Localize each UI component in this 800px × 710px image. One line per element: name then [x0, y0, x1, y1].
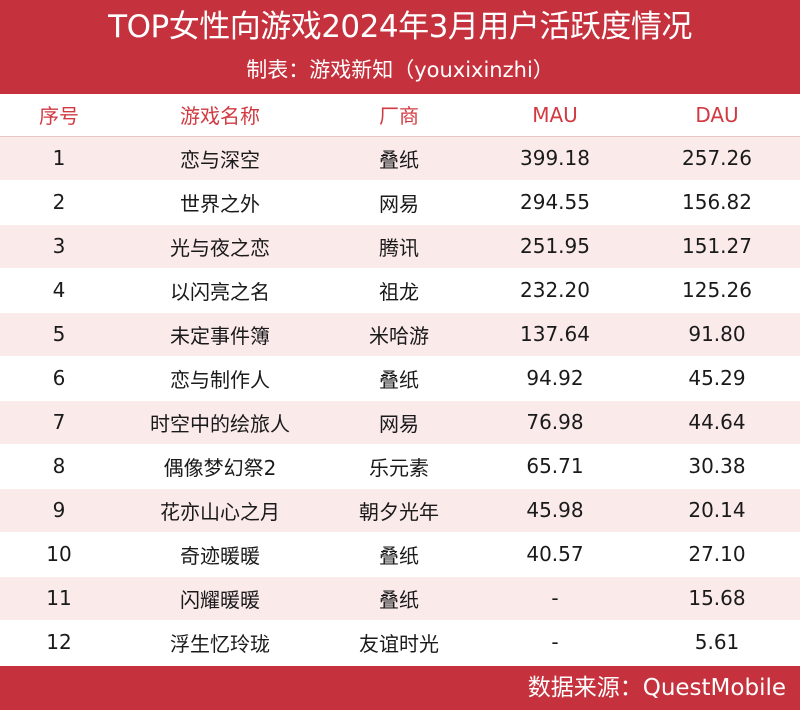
rank-cell: 1: [0, 136, 118, 181]
publisher-cell: 祖龙: [322, 268, 476, 313]
table-row: 1 恋与深空 叠纸 399.18 257.26: [0, 136, 800, 181]
table-row: 8 偶像梦幻祭2 乐元素 65.71 30.38: [0, 444, 800, 489]
game-name-cell: 未定事件簿: [118, 312, 322, 357]
rank-cell: 9: [0, 488, 118, 533]
publisher-cell: 叠纸: [322, 136, 476, 181]
publisher-cell: 朝夕光年: [322, 488, 476, 533]
publisher-cell: 叠纸: [322, 356, 476, 401]
game-name-cell: 以闪亮之名: [118, 268, 322, 313]
page-subtitle: 制表：游戏新知（youxixinzhi）: [246, 58, 554, 82]
table-row: 2 世界之外 网易 294.55 156.82: [0, 180, 800, 225]
rank-cell: 10: [0, 532, 118, 577]
mau-cell: 294.55: [476, 180, 634, 225]
table-row: 6 恋与制作人 叠纸 94.92 45.29: [0, 356, 800, 401]
rank-cell: 12: [0, 620, 118, 665]
game-name-cell: 浮生忆玲珑: [118, 620, 322, 665]
publisher-cell: 网易: [322, 400, 476, 445]
game-name-cell: 花亦山心之月: [118, 488, 322, 533]
table-row: 5 未定事件簿 米哈游 137.64 91.80: [0, 312, 800, 357]
mau-cell: 232.20: [476, 268, 634, 313]
publisher-cell: 网易: [322, 180, 476, 225]
table-header-row: 序号 游戏名称 厂商 MAU DAU: [0, 94, 800, 137]
dau-cell: 151.27: [634, 224, 800, 269]
publisher-cell: 米哈游: [322, 312, 476, 357]
column-header-game-name: 游戏名称: [118, 94, 322, 137]
table-row: 3 光与夜之恋 腾讯 251.95 151.27: [0, 224, 800, 269]
footer-banner: 数据来源：QuestMobile: [0, 666, 800, 710]
dau-cell: 45.29: [634, 356, 800, 401]
rank-cell: 2: [0, 180, 118, 225]
mau-cell: 40.57: [476, 532, 634, 577]
mau-cell: 76.98: [476, 400, 634, 445]
game-name-cell: 闪耀暖暖: [118, 576, 322, 621]
table-row: 4 以闪亮之名 祖龙 232.20 125.26: [0, 268, 800, 313]
game-name-cell: 恋与深空: [118, 136, 322, 181]
dau-cell: 5.61: [634, 620, 800, 665]
table-body: 1 恋与深空 叠纸 399.18 257.26 2 世界之外 网易 294.55 156.82 3 光…: [0, 136, 800, 665]
game-name-cell: 恋与制作人: [118, 356, 322, 401]
dau-cell: 91.80: [634, 312, 800, 357]
game-name-cell: 偶像梦幻祭2: [118, 444, 322, 489]
mau-cell: 137.64: [476, 312, 634, 357]
data-source: 数据来源：QuestMobile: [527, 675, 786, 701]
rank-cell: 5: [0, 312, 118, 357]
rank-cell: 11: [0, 576, 118, 621]
table-row: 7 时空中的绘旅人 网易 76.98 44.64: [0, 400, 800, 445]
dau-cell: 156.82: [634, 180, 800, 225]
publisher-cell: 腾讯: [322, 224, 476, 269]
mau-cell: 251.95: [476, 224, 634, 269]
mau-cell: -: [476, 576, 634, 621]
publisher-cell: 叠纸: [322, 576, 476, 621]
dau-cell: 44.64: [634, 400, 800, 445]
publisher-cell: 叠纸: [322, 532, 476, 577]
rank-cell: 8: [0, 444, 118, 489]
ranking-table: 序号 游戏名称 厂商 MAU DAU 1 恋与深空 叠纸 399.18 257.26 2 世界之外网…: [0, 94, 800, 665]
rank-cell: 7: [0, 400, 118, 445]
mau-cell: -: [476, 620, 634, 665]
column-header-publisher: 厂商: [322, 94, 476, 137]
mau-cell: 94.92: [476, 356, 634, 401]
mau-cell: 65.71: [476, 444, 634, 489]
table-row: 10 奇迹暖暖 叠纸 40.57 27.10: [0, 532, 800, 577]
dau-cell: 20.14: [634, 488, 800, 533]
publisher-cell: 友谊时光: [322, 620, 476, 665]
rank-cell: 6: [0, 356, 118, 401]
game-name-cell: 时空中的绘旅人: [118, 400, 322, 445]
game-name-cell: 光与夜之恋: [118, 224, 322, 269]
column-header-mau: MAU: [476, 94, 634, 137]
page-title: TOP女性向游戏2024年3月用户活跃度情况: [108, 9, 692, 45]
rank-cell: 3: [0, 224, 118, 269]
dau-cell: 15.68: [634, 576, 800, 621]
dau-cell: 30.38: [634, 444, 800, 489]
column-header-dau: DAU: [634, 94, 800, 137]
dau-cell: 257.26: [634, 136, 800, 181]
game-name-cell: 奇迹暖暖: [118, 532, 322, 577]
publisher-cell: 乐元素: [322, 444, 476, 489]
table-row: 9 花亦山心之月 朝夕光年 45.98 20.14: [0, 488, 800, 533]
table-row: 12 浮生忆玲珑 友谊时光 -5.61: [0, 620, 800, 665]
header-banner: TOP女性向游戏2024年3月用户活跃度情况 制表：游戏新知（youxixinz…: [0, 0, 800, 94]
table-row: 11 闪耀暖暖 叠纸 -15.68: [0, 576, 800, 621]
dau-cell: 27.10: [634, 532, 800, 577]
mau-cell: 45.98: [476, 488, 634, 533]
column-header-index: 序号: [0, 94, 118, 137]
game-name-cell: 世界之外: [118, 180, 322, 225]
dau-cell: 125.26: [634, 268, 800, 313]
rank-cell: 4: [0, 268, 118, 313]
mau-cell: 399.18: [476, 136, 634, 181]
